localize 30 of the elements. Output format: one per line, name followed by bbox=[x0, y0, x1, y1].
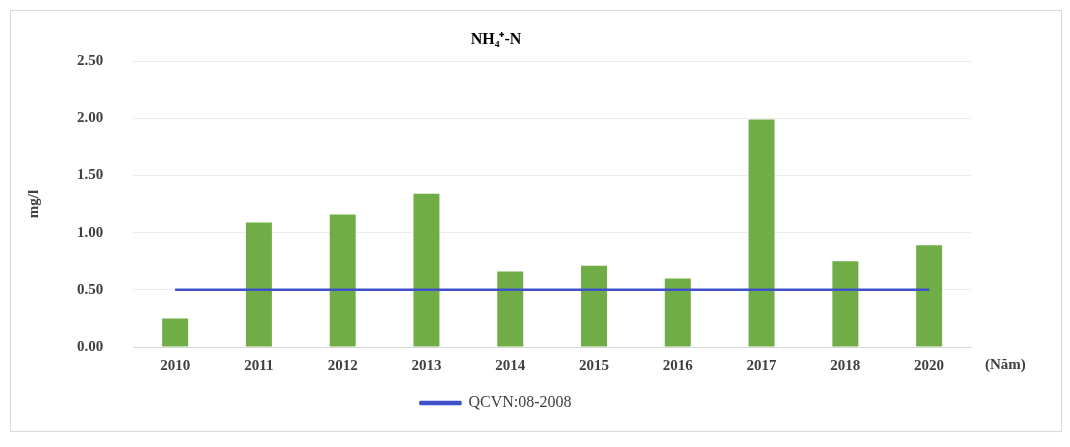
bar bbox=[916, 245, 943, 347]
x-tick-label: 2015 bbox=[579, 356, 610, 373]
x-tick-label: 2018 bbox=[830, 356, 861, 373]
x-tick-label: 2020 bbox=[914, 356, 945, 373]
bar bbox=[832, 261, 859, 347]
chart-title: NH₄⁺-N bbox=[470, 29, 522, 47]
x-tick-label: 2013 bbox=[411, 356, 442, 373]
bar bbox=[664, 278, 691, 347]
x-axis-title: (Năm) bbox=[985, 355, 1026, 373]
x-tick-label: 2016 bbox=[662, 356, 694, 373]
y-tick-label: 0.50 bbox=[77, 280, 104, 297]
bar bbox=[329, 214, 356, 347]
bar bbox=[162, 318, 189, 347]
bar bbox=[581, 265, 607, 347]
y-tick-label: 1.00 bbox=[77, 223, 104, 240]
x-tick-label: 2011 bbox=[244, 356, 274, 373]
y-axis-title: mg/l bbox=[24, 189, 41, 219]
x-tick-label: 2017 bbox=[746, 356, 778, 373]
legend-label: QCVN:08-2008 bbox=[468, 393, 572, 411]
x-tick-label: 2012 bbox=[327, 356, 358, 373]
y-tick-label: 2.00 bbox=[77, 109, 104, 126]
y-tick-label: 2.50 bbox=[77, 52, 104, 69]
bar bbox=[413, 193, 440, 347]
bar bbox=[497, 271, 524, 347]
y-tick-label: 0.00 bbox=[77, 337, 104, 354]
bar bbox=[748, 119, 775, 347]
x-tick-label: 2010 bbox=[160, 356, 191, 373]
x-tick-label: 2014 bbox=[495, 356, 526, 373]
bar bbox=[245, 222, 272, 347]
y-tick-label: 1.50 bbox=[77, 166, 104, 183]
